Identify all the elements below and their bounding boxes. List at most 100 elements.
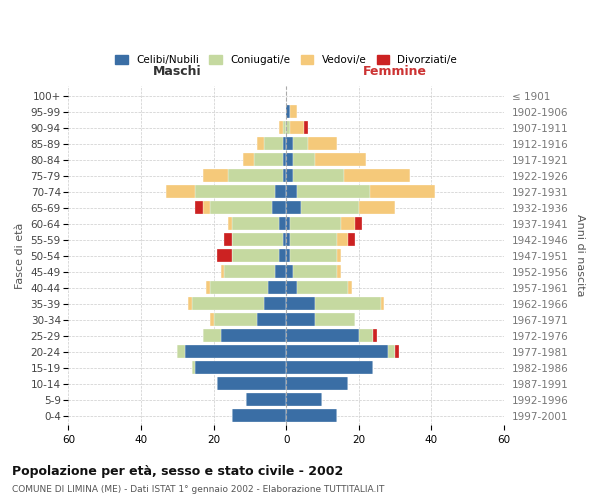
Bar <box>337 250 341 262</box>
Bar <box>232 410 286 422</box>
Bar <box>279 218 286 230</box>
Bar <box>373 330 377 342</box>
Bar <box>242 154 254 166</box>
Bar <box>344 170 410 182</box>
Bar <box>257 138 265 150</box>
Bar <box>254 154 283 166</box>
Bar <box>286 250 290 262</box>
Bar <box>286 378 348 390</box>
Bar <box>224 266 275 278</box>
Bar <box>290 218 341 230</box>
Bar <box>286 394 322 406</box>
Bar <box>185 346 286 358</box>
Bar <box>304 122 308 134</box>
Bar <box>388 346 395 358</box>
Bar <box>279 122 283 134</box>
Bar <box>232 234 283 246</box>
Bar <box>293 138 308 150</box>
Bar <box>359 202 395 214</box>
Bar <box>246 394 286 406</box>
Bar <box>286 202 301 214</box>
Bar <box>286 282 297 294</box>
Bar <box>308 138 337 150</box>
Bar <box>221 266 224 278</box>
Bar <box>228 218 232 230</box>
Legend: Celibi/Nubili, Coniugati/e, Vedovi/e, Divorziati/e: Celibi/Nubili, Coniugati/e, Vedovi/e, Di… <box>111 50 461 69</box>
Bar <box>370 186 435 198</box>
Bar <box>265 298 286 310</box>
Bar <box>286 186 297 198</box>
Bar <box>196 202 203 214</box>
Bar <box>232 250 279 262</box>
Bar <box>286 298 315 310</box>
Bar <box>286 330 359 342</box>
Bar <box>221 330 286 342</box>
Bar <box>293 154 315 166</box>
Bar <box>286 122 290 134</box>
Bar <box>286 362 373 374</box>
Bar <box>283 122 286 134</box>
Bar <box>359 330 373 342</box>
Bar <box>192 362 196 374</box>
Bar <box>206 282 210 294</box>
Bar <box>286 218 290 230</box>
Bar <box>272 202 286 214</box>
Bar <box>348 282 352 294</box>
Bar <box>283 154 286 166</box>
Bar <box>188 298 192 310</box>
Bar <box>203 330 221 342</box>
Bar <box>275 266 286 278</box>
Text: Popolazione per età, sesso e stato civile - 2002: Popolazione per età, sesso e stato civil… <box>12 464 343 477</box>
Bar <box>232 218 279 230</box>
Bar <box>268 282 286 294</box>
Bar <box>355 218 362 230</box>
Bar <box>275 186 286 198</box>
Bar <box>297 186 370 198</box>
Bar <box>192 298 265 310</box>
Bar <box>290 250 337 262</box>
Bar <box>395 346 398 358</box>
Bar <box>196 186 275 198</box>
Bar <box>224 234 232 246</box>
Bar <box>337 266 341 278</box>
Bar <box>257 314 286 326</box>
Bar <box>348 234 355 246</box>
Bar <box>286 106 290 118</box>
Bar <box>290 122 304 134</box>
Y-axis label: Anni di nascita: Anni di nascita <box>575 214 585 297</box>
Bar <box>293 170 344 182</box>
Bar <box>178 346 185 358</box>
Bar <box>203 202 210 214</box>
Bar <box>290 106 297 118</box>
Bar <box>203 170 228 182</box>
Text: Maschi: Maschi <box>153 65 202 78</box>
Bar <box>217 378 286 390</box>
Bar <box>286 138 293 150</box>
Text: Femmine: Femmine <box>363 65 427 78</box>
Bar <box>315 314 355 326</box>
Text: COMUNE DI LIMINA (ME) - Dati ISTAT 1° gennaio 2002 - Elaborazione TUTTITALIA.IT: COMUNE DI LIMINA (ME) - Dati ISTAT 1° ge… <box>12 485 385 494</box>
Bar <box>210 202 272 214</box>
Bar <box>283 170 286 182</box>
Bar <box>286 170 293 182</box>
Bar <box>214 314 257 326</box>
Bar <box>228 170 283 182</box>
Bar <box>337 234 348 246</box>
Bar <box>283 138 286 150</box>
Bar <box>210 282 268 294</box>
Bar <box>297 282 348 294</box>
Bar <box>286 266 293 278</box>
Bar <box>315 298 380 310</box>
Bar <box>341 218 355 230</box>
Bar <box>166 186 196 198</box>
Bar <box>301 202 359 214</box>
Bar <box>315 154 366 166</box>
Bar <box>210 314 214 326</box>
Bar <box>279 250 286 262</box>
Bar <box>286 314 315 326</box>
Bar <box>283 234 286 246</box>
Bar <box>286 154 293 166</box>
Bar <box>265 138 283 150</box>
Bar <box>286 410 337 422</box>
Bar <box>290 234 337 246</box>
